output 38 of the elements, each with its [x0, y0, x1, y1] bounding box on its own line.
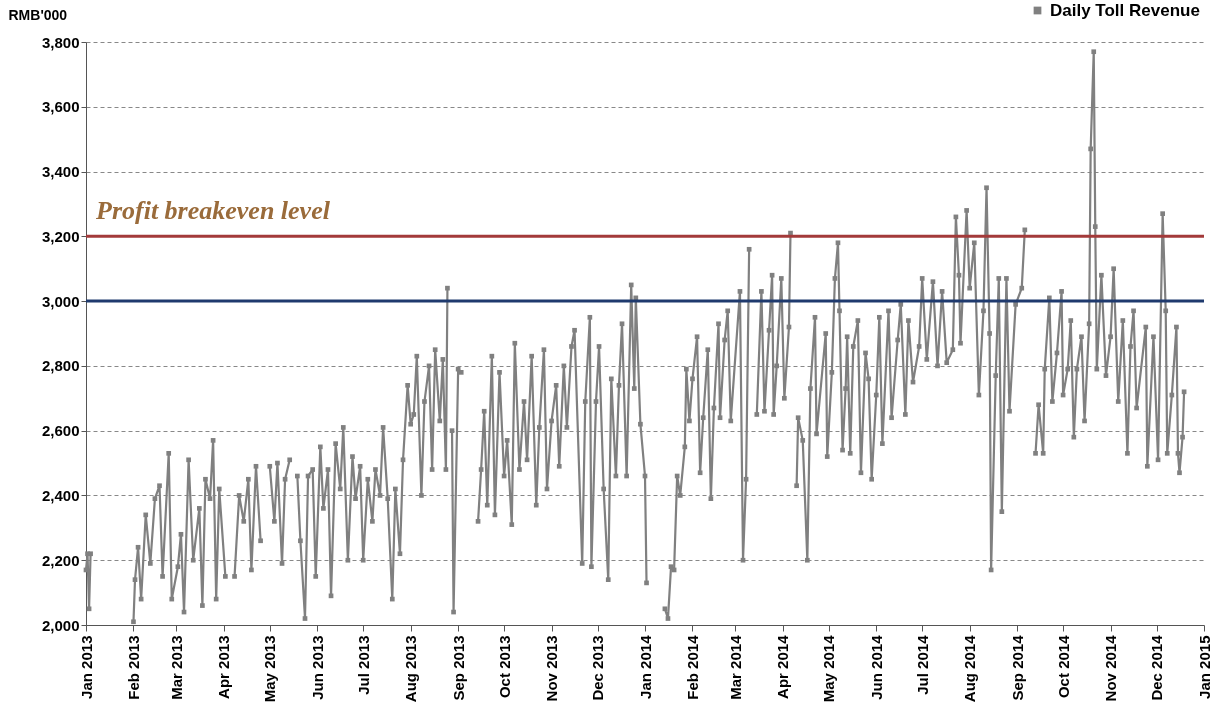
x-tick-label: Dec 2013 [589, 635, 607, 701]
x-tick-label: May 2014 [820, 634, 838, 703]
x-tick-label: Oct 2013 [495, 635, 513, 699]
y-tick-label: 2,200 [41, 551, 80, 569]
x-tick-label: Jul 2013 [354, 635, 372, 695]
x-tick-label: Sep 2014 [1008, 634, 1026, 701]
legend-label: Daily Toll Revenue [1050, 0, 1200, 20]
y-tick-label: 3,000 [41, 292, 80, 310]
y-tick-label: 3,400 [41, 163, 80, 181]
y-tick-label: 2,000 [41, 616, 80, 634]
x-tick-label: Apr 2014 [774, 634, 792, 699]
y-tick-label: 3,200 [41, 227, 80, 245]
x-tick-label: Dec 2014 [1148, 634, 1166, 701]
x-tick-label: Jan 2013 [77, 635, 95, 699]
y-tick-label: 3,600 [41, 98, 80, 116]
x-tick-label: Nov 2013 [543, 635, 561, 702]
x-tick-label: Oct 2014 [1054, 634, 1072, 699]
x-tick-label: Mar 2013 [167, 635, 185, 700]
x-tick-label: Mar 2014 [726, 634, 744, 700]
x-tick-label: Aug 2014 [961, 634, 979, 703]
x-tick-label: Feb 2014 [683, 634, 701, 700]
x-tick-label: Jan 2014 [636, 634, 654, 699]
y-tick-label: 2,400 [41, 486, 80, 504]
y-tick-label: 3,800 [41, 33, 80, 51]
x-tick-label: Feb 2013 [124, 635, 142, 700]
y-tick-label: 2,600 [41, 422, 80, 440]
x-tick-label: Apr 2013 [215, 635, 233, 699]
x-tick-label: Sep 2013 [449, 635, 467, 701]
x-tick-label: May 2013 [261, 635, 279, 703]
y-axis-title: RMB'000 [8, 6, 68, 23]
y-tick-label: 2,800 [41, 357, 80, 375]
ref-line-label: Profit breakeven level [95, 196, 331, 226]
x-tick-label: Aug 2013 [402, 635, 420, 703]
x-tick-label: Jun 2013 [308, 635, 326, 700]
x-tick-label: Jan 2015 [1195, 635, 1213, 699]
x-tick-label: Jun 2014 [867, 634, 885, 700]
x-tick-label: Nov 2014 [1102, 634, 1120, 702]
x-tick-label: Jul 2014 [913, 634, 931, 695]
